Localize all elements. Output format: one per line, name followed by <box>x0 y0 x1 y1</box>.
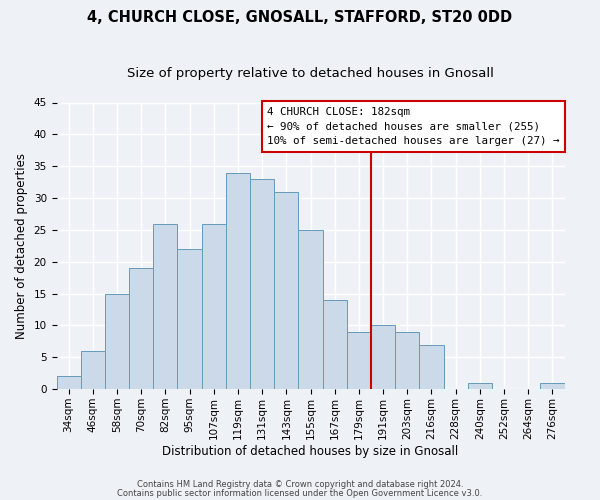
X-axis label: Distribution of detached houses by size in Gnosall: Distribution of detached houses by size … <box>163 444 458 458</box>
Text: 4 CHURCH CLOSE: 182sqm
← 90% of detached houses are smaller (255)
10% of semi-de: 4 CHURCH CLOSE: 182sqm ← 90% of detached… <box>268 107 560 146</box>
Bar <box>226 172 250 389</box>
Bar <box>395 332 419 389</box>
Bar <box>153 224 178 389</box>
Bar <box>371 326 395 389</box>
Text: Contains HM Land Registry data © Crown copyright and database right 2024.: Contains HM Land Registry data © Crown c… <box>137 480 463 489</box>
Bar <box>178 249 202 389</box>
Y-axis label: Number of detached properties: Number of detached properties <box>15 153 28 339</box>
Bar <box>419 344 443 389</box>
Title: Size of property relative to detached houses in Gnosall: Size of property relative to detached ho… <box>127 68 494 80</box>
Bar <box>202 224 226 389</box>
Bar <box>56 376 81 389</box>
Bar <box>81 351 105 389</box>
Bar <box>129 268 153 389</box>
Bar <box>250 179 274 389</box>
Text: Contains public sector information licensed under the Open Government Licence v3: Contains public sector information licen… <box>118 489 482 498</box>
Bar <box>298 230 323 389</box>
Bar <box>105 294 129 389</box>
Bar <box>274 192 298 389</box>
Bar <box>541 383 565 389</box>
Bar <box>347 332 371 389</box>
Bar <box>468 383 492 389</box>
Bar <box>323 300 347 389</box>
Text: 4, CHURCH CLOSE, GNOSALL, STAFFORD, ST20 0DD: 4, CHURCH CLOSE, GNOSALL, STAFFORD, ST20… <box>88 10 512 25</box>
